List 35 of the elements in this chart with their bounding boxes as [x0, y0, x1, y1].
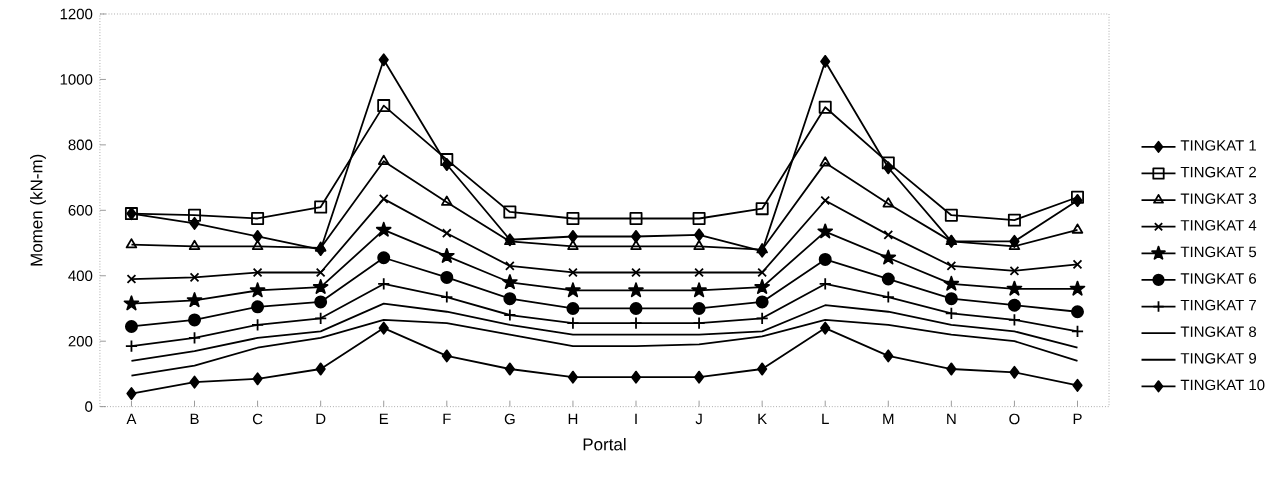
x-tick-label: C [252, 413, 263, 425]
y-tick-label: 1000 [60, 74, 93, 85]
x-tick-label: K [758, 413, 767, 425]
legend-label: TINGKAT 5 [1180, 246, 1257, 258]
legend-label: TINGKAT 8 [1180, 326, 1257, 338]
x-tick-label: I [635, 413, 637, 425]
legend-label: TINGKAT 9 [1180, 353, 1256, 364]
x-axis-title: Portal [583, 438, 626, 451]
x-tick-label: M [883, 413, 894, 425]
legend-label: TINGKAT 3 [1180, 193, 1257, 205]
x-tick-label: D [316, 413, 326, 425]
y-tick-label: 600 [68, 205, 93, 216]
legend-label: TINGKAT 2 [1180, 166, 1256, 178]
x-tick-label: F [443, 413, 451, 425]
y-axis-title: Momen (kN-m) [30, 155, 46, 266]
x-tick-label: B [190, 413, 199, 425]
x-tick-label: P [1073, 413, 1082, 425]
y-tick-label: 800 [68, 139, 93, 151]
y-tick-label: 200 [68, 336, 93, 347]
x-tick-label: E [379, 413, 389, 425]
y-tick-label: 0 [85, 401, 93, 413]
x-tick-label: N [947, 413, 956, 425]
y-tick-label: 1200 [60, 8, 93, 20]
x-tick-label: A [126, 413, 137, 425]
x-tick-label: H [568, 413, 578, 425]
legend-label: TINGKAT 7 [1180, 300, 1256, 311]
y-tick-label: 400 [68, 270, 93, 282]
x-tick-label: L [822, 413, 829, 425]
x-tick-label: J [695, 413, 702, 425]
legend-label: TINGKAT 4 [1180, 220, 1257, 231]
legend-label: TINGKAT 1 [1180, 140, 1256, 151]
x-tick-label: O [1009, 413, 1020, 425]
legend-label: TINGKAT 10 [1180, 379, 1265, 391]
x-tick-label: G [504, 413, 515, 425]
legend-label: TINGKAT 6 [1180, 273, 1257, 285]
